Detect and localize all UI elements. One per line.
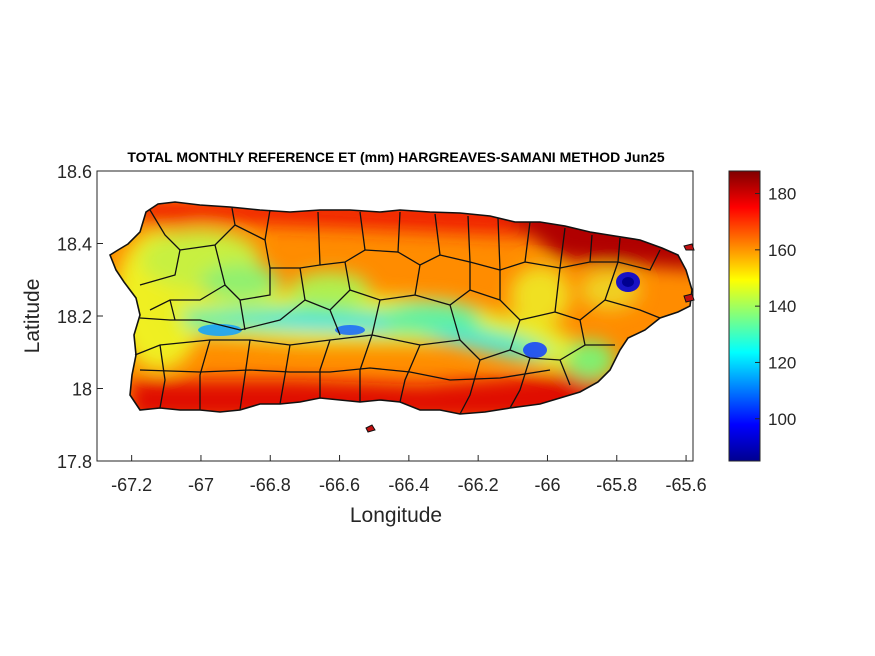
colorbar	[728, 170, 761, 462]
small-islands	[365, 243, 695, 433]
x-tick-label: -66	[534, 475, 560, 495]
x-tick-label: -66.6	[319, 475, 360, 495]
map-title: TOTAL MONTHLY REFERENCE ET (mm) HARGREAV…	[127, 149, 664, 165]
y-tick-label: 18.2	[57, 307, 92, 327]
x-tick-label: -66.4	[388, 475, 429, 495]
x-tick-label: -66.8	[250, 475, 291, 495]
x-tick-label: -65.8	[596, 475, 637, 495]
x-tick-label: -66.2	[458, 475, 499, 495]
y-axis-label: Latitude	[21, 279, 44, 354]
x-axis-ticks: -67.2 -67 -66.8 -66.6 -66.4 -66.2 -66 -65.8 -65.…	[111, 455, 707, 495]
colorbar-tick-label: 100	[768, 410, 796, 429]
y-tick-label: 17.8	[57, 452, 92, 472]
colorbar-ticks: 180 160 140 120 100	[755, 185, 796, 429]
colorbar-tick-label: 120	[768, 353, 796, 372]
y-axis-ticks: 18.6 18.4 18.2 18 17.8	[57, 162, 103, 472]
x-tick-label: -67	[188, 475, 214, 495]
y-tick-label: 18	[72, 380, 92, 400]
x-axis-label: Longitude	[350, 504, 442, 527]
x-tick-label: -67.2	[111, 475, 152, 495]
colorbar-tick-label: 160	[768, 241, 796, 260]
colorbar-tick-label: 180	[768, 185, 796, 204]
colorbar-tick-label: 140	[768, 297, 796, 316]
y-tick-label: 18.6	[57, 162, 92, 182]
y-tick-label: 18.4	[57, 235, 92, 255]
municipality-boundaries	[109, 201, 693, 415]
x-tick-label: -65.6	[666, 475, 707, 495]
